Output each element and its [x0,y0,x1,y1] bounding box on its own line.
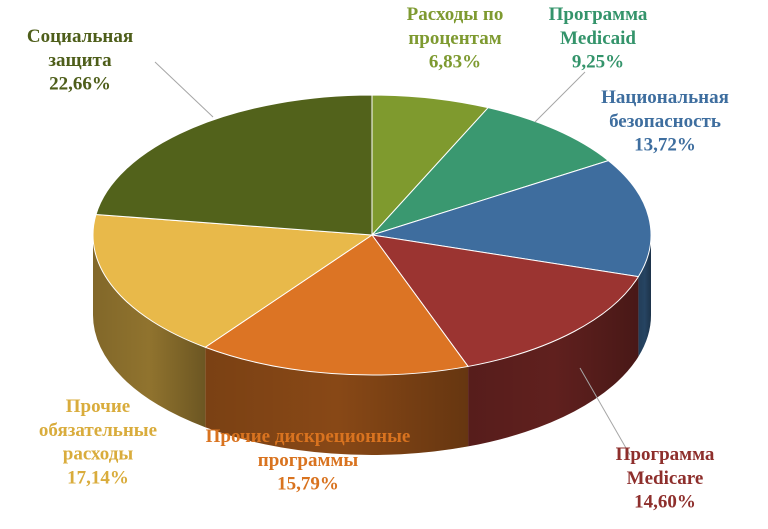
slice-label-1: Расходы по процентам 6,83% [407,4,504,73]
slice-label-line: Социальная [27,26,133,47]
slice-label-2: Программа Medicaid 9,25% [549,4,648,73]
slice-value: 17,14% [67,467,129,488]
pie-side-shade-3 [638,235,651,357]
slice-label-line: безопасность [609,111,721,132]
pie-slice-7 [95,94,373,236]
pie-slice-5 [204,234,469,376]
slice-label-line: процентам [408,28,501,49]
pie-top-faces [92,94,652,376]
slice-label-line: Medicare [627,468,704,489]
slice-label-line: Программа [616,444,715,465]
pie-slice-2 [371,107,609,236]
slice-label-5: Прочие дискреционные программы 15,79% [206,426,411,495]
slice-label-line: Medicaid [560,28,636,49]
pie-slice-4 [371,234,639,367]
slice-value: 6,83% [429,52,481,73]
leader-lines [154,61,631,456]
pie-slice-6 [92,214,373,348]
slice-label-line: расходы [63,444,134,465]
slice-label-3: Национальная безопасность 13,72% [601,87,729,156]
slice-value: 15,79% [277,474,339,495]
leader-line-7 [154,61,214,118]
slice-label-line: обязательные [39,420,157,441]
pie-slice-3 [371,160,652,278]
leader-line-4 [579,367,631,456]
pie-slice-1 [371,94,489,236]
slice-value: 14,60% [634,492,696,513]
pie-side-shade-6 [93,235,206,428]
slice-value: 22,66% [49,74,111,95]
slice-label-line: программы [258,450,359,471]
leader-line-2 [534,71,586,123]
slice-label-line: защита [48,50,112,71]
slice-label-line: Прочие дискреционные [206,426,411,447]
slice-label-4: Программа Medicare 14,60% [616,444,715,513]
slice-value: 9,25% [572,52,624,73]
slice-label-7: Социальная защита 22,66% [27,26,133,95]
slice-value: 13,72% [634,135,696,156]
slice-labels: Расходы по процентам 6,83% Программа Medicai… [27,4,729,513]
slice-label-line: Программа [549,4,648,25]
slice-label-line: Расходы по [407,4,504,25]
slice-label-line: Национальная [601,87,729,108]
slice-label-6: Прочие обязательные расходы 17,14% [39,396,157,488]
slice-label-line: Прочие [66,396,130,417]
